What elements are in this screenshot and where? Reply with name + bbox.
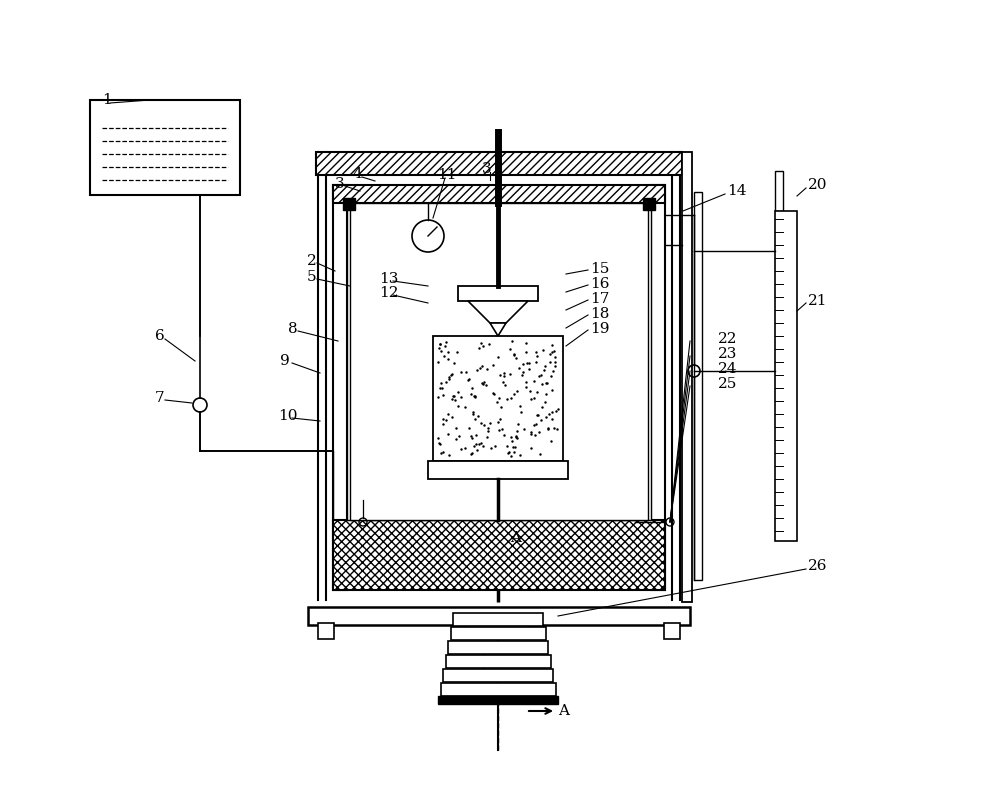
- Text: 25: 25: [718, 377, 737, 391]
- Text: 1: 1: [102, 93, 112, 107]
- Text: 12: 12: [379, 286, 399, 300]
- Text: 14: 14: [727, 184, 746, 198]
- Bar: [775, 211, 797, 541]
- Bar: [489, 623, 505, 639]
- Bar: [343, 198, 355, 210]
- Text: 26: 26: [808, 559, 828, 573]
- Bar: [428, 461, 568, 479]
- Bar: [333, 185, 347, 590]
- Text: 23: 23: [718, 347, 737, 361]
- Text: 11: 11: [437, 168, 457, 182]
- Text: 19: 19: [590, 322, 610, 336]
- Bar: [350, 203, 648, 520]
- Bar: [316, 152, 682, 175]
- Bar: [651, 185, 665, 590]
- Polygon shape: [468, 301, 528, 323]
- Text: 13: 13: [379, 272, 398, 286]
- Bar: [458, 286, 538, 301]
- Text: 3: 3: [482, 162, 492, 176]
- Text: 22: 22: [718, 332, 738, 346]
- Bar: [484, 652, 512, 670]
- Text: 20: 20: [808, 178, 828, 192]
- Polygon shape: [490, 323, 506, 336]
- Bar: [643, 198, 655, 210]
- Bar: [333, 185, 665, 203]
- Bar: [453, 613, 543, 626]
- Bar: [443, 669, 553, 682]
- Bar: [451, 627, 546, 640]
- Text: 16: 16: [590, 277, 610, 291]
- Text: 21: 21: [808, 294, 828, 308]
- Text: 10: 10: [278, 409, 298, 423]
- Bar: [664, 623, 680, 639]
- Bar: [446, 655, 551, 668]
- Bar: [318, 623, 334, 639]
- Text: A: A: [510, 531, 521, 545]
- Bar: [694, 192, 702, 580]
- Bar: [347, 203, 651, 520]
- Text: 17: 17: [590, 292, 609, 306]
- Text: 6: 6: [155, 329, 165, 343]
- Bar: [308, 607, 690, 625]
- Bar: [90, 100, 240, 195]
- Text: 5: 5: [307, 270, 317, 284]
- Text: 7: 7: [155, 391, 165, 405]
- Text: 18: 18: [590, 307, 609, 321]
- Bar: [448, 641, 548, 654]
- Bar: [682, 152, 692, 602]
- Text: 4: 4: [352, 167, 362, 181]
- Bar: [433, 336, 563, 461]
- Bar: [438, 696, 558, 704]
- Text: 3: 3: [335, 177, 345, 191]
- Text: 24: 24: [718, 362, 738, 376]
- Text: 9: 9: [280, 354, 290, 368]
- Text: 15: 15: [590, 262, 609, 276]
- Bar: [775, 171, 783, 211]
- Text: A: A: [558, 704, 569, 718]
- Bar: [441, 683, 556, 696]
- Text: 2: 2: [307, 254, 317, 268]
- Bar: [333, 520, 665, 590]
- Bar: [468, 616, 528, 630]
- Text: 8: 8: [288, 322, 298, 336]
